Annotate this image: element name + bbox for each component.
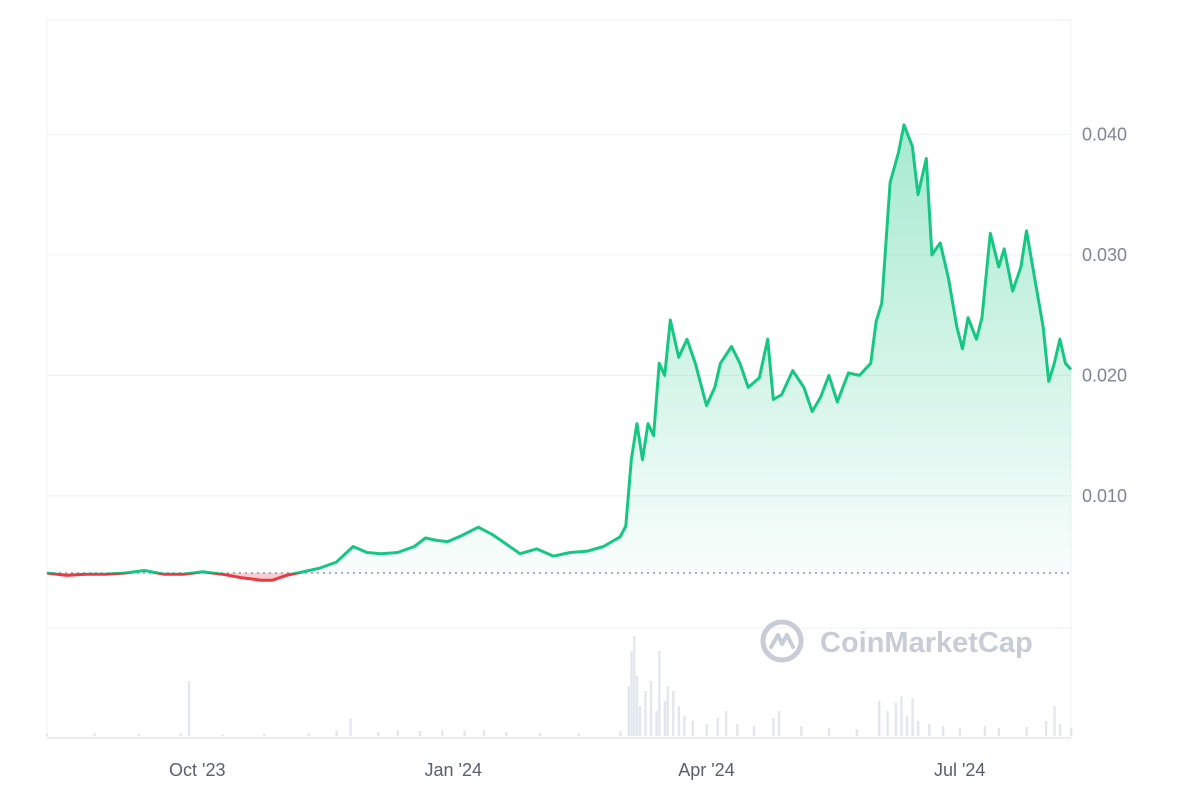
volume-bar xyxy=(911,698,914,736)
coinmarketcap-watermark: CoinMarketCap xyxy=(760,619,1033,663)
volume-bar xyxy=(691,721,694,736)
x-tick-label: Oct '23 xyxy=(169,760,225,780)
volume-bar xyxy=(1053,706,1056,736)
y-tick-label: 0.010 xyxy=(1082,486,1127,506)
volume-bar xyxy=(627,686,630,736)
volume-bar xyxy=(396,730,400,736)
price-area-down xyxy=(47,572,1071,581)
volume-bars xyxy=(46,636,1073,736)
volume-bar xyxy=(1025,727,1028,736)
volume-bar xyxy=(335,731,338,736)
volume-bar xyxy=(705,724,708,736)
volume-bar xyxy=(663,701,667,736)
plot-frame xyxy=(46,19,1072,739)
price-line[interactable] xyxy=(46,123,1073,582)
price-line-up xyxy=(47,123,1073,573)
x-tick-label: Jan '24 xyxy=(425,760,482,780)
volume-bar xyxy=(827,728,831,736)
volume-bar xyxy=(635,676,639,736)
volume-bar xyxy=(855,729,859,736)
volume-bar xyxy=(1044,721,1048,736)
volume-bar xyxy=(886,711,889,736)
volume-bar xyxy=(46,734,49,736)
volume-bar xyxy=(505,732,508,736)
volume-bar xyxy=(649,681,653,736)
volume-bar xyxy=(928,724,931,736)
volume-bar xyxy=(221,734,224,736)
volume-bar xyxy=(187,681,191,736)
volume-bar xyxy=(752,726,756,736)
volume-bar xyxy=(630,651,633,736)
watermark-label: CoinMarketCap xyxy=(820,627,1033,659)
price-area xyxy=(47,124,1071,581)
volume-bar xyxy=(878,701,881,736)
volume-bar xyxy=(1058,724,1062,736)
volume-bar xyxy=(655,711,658,736)
volume-bar xyxy=(894,703,898,736)
volume-bar xyxy=(349,718,352,736)
volume-bar xyxy=(463,731,466,736)
volume-bar xyxy=(93,733,96,736)
volume-bar xyxy=(179,733,182,736)
price-area-up xyxy=(125,124,1071,573)
volume-bar xyxy=(644,691,647,736)
volume-bar xyxy=(377,732,380,736)
volume-bar xyxy=(716,718,720,736)
volume-bar xyxy=(736,724,739,736)
volume-bar xyxy=(307,733,310,736)
volume-bar xyxy=(666,686,669,736)
coinmarketcap-logo-icon xyxy=(760,619,804,663)
volume-bar xyxy=(983,726,987,736)
volume-bar xyxy=(997,728,1001,736)
y-tick-label: 0.040 xyxy=(1082,124,1127,144)
y-tick-label: 0.030 xyxy=(1082,245,1127,265)
volume-bar xyxy=(638,706,642,736)
x-axis-ticks: Oct '23 Jan '24 Apr '24 Jul '24 xyxy=(169,760,985,780)
volume-bar xyxy=(577,733,580,736)
volume-bar xyxy=(800,726,803,736)
volume-bar xyxy=(538,733,541,736)
y-axis-ticks: 0.010 0.020 0.030 0.040 xyxy=(1082,124,1127,505)
volume-bar xyxy=(900,696,903,736)
volume-bar xyxy=(777,711,781,736)
volume-bar xyxy=(772,718,775,736)
volume-bar xyxy=(958,728,962,736)
volume-bar xyxy=(263,734,266,736)
volume-bar xyxy=(1070,728,1073,736)
x-tick-label: Apr '24 xyxy=(678,760,734,780)
volume-bar xyxy=(418,731,422,736)
volume-bar xyxy=(633,636,636,736)
volume-bar xyxy=(683,716,686,736)
volume-bar xyxy=(619,731,622,736)
y-tick-label: 0.020 xyxy=(1082,365,1127,385)
volume-bar xyxy=(724,711,728,736)
volume-bar xyxy=(905,716,909,736)
volume-bar xyxy=(482,730,486,736)
volume-bar xyxy=(942,726,945,736)
volume-bar xyxy=(916,721,920,736)
x-tick-label: Jul '24 xyxy=(934,760,985,780)
volume-bar xyxy=(672,691,675,736)
volume-bar xyxy=(441,730,444,736)
volume-bar xyxy=(137,734,141,736)
volume-bar xyxy=(677,706,681,736)
volume-bar xyxy=(658,651,661,736)
